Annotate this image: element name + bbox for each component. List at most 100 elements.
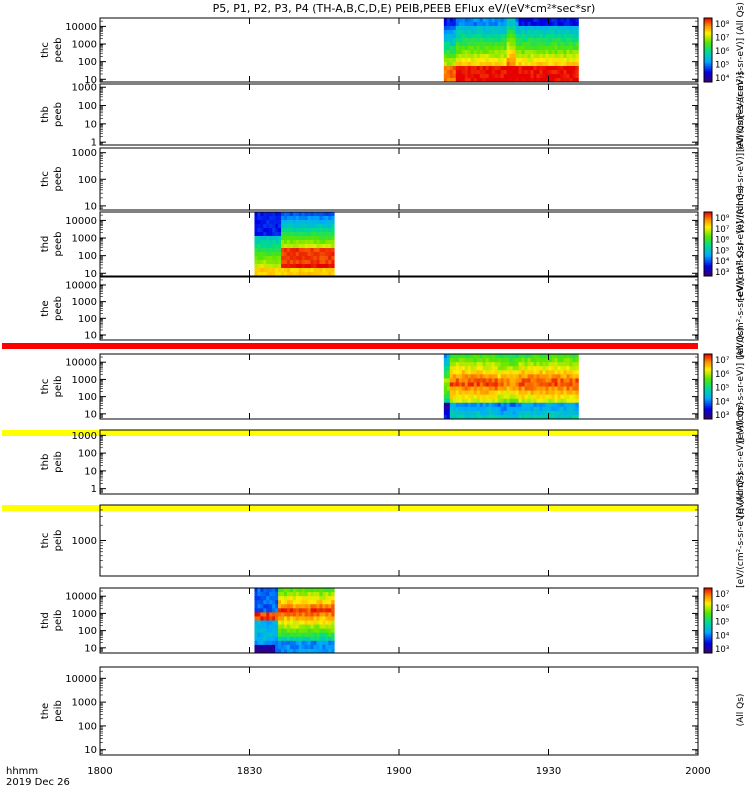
spectrogram-cell — [298, 236, 303, 241]
spectrogram-cell — [506, 414, 511, 420]
spectrogram-cell — [301, 604, 306, 609]
spectrogram-cell — [479, 46, 484, 51]
spectrogram-cell — [322, 260, 326, 265]
spectrogram-cell — [446, 370, 451, 375]
spectrogram-cell — [452, 362, 457, 367]
spectrogram-cell — [254, 620, 258, 625]
spectrogram-cell — [328, 592, 332, 597]
spectrogram-cell — [497, 386, 502, 391]
spectrogram-cell — [530, 22, 534, 27]
colorbar-unit-label: [eV/(cm²-s-sr-eV)] (All Qs) — [736, 242, 746, 358]
spectrogram-cell — [566, 34, 570, 39]
spectrogram-cell — [536, 414, 540, 420]
spectrogram-cell — [479, 374, 484, 379]
spectrogram-cell — [470, 414, 475, 420]
spectrogram-cell — [563, 22, 567, 27]
spectrogram-cell — [307, 596, 311, 601]
spectrogram-cell — [503, 54, 508, 59]
spectrogram-cell — [275, 620, 279, 625]
spectrogram-cell — [557, 78, 561, 83]
spectrogram-cell — [512, 354, 517, 359]
spectrogram-cell — [266, 232, 270, 237]
band-5 — [2, 343, 698, 349]
spectrogram-cell — [485, 414, 490, 420]
spectrogram-cell — [521, 354, 525, 359]
spectrogram-cell — [307, 244, 311, 249]
spectrogram-cell — [512, 26, 517, 31]
spectrogram-cell — [503, 66, 508, 71]
spectrogram-cell — [319, 592, 323, 597]
spectrogram-cell — [527, 362, 531, 367]
spectrogram-cell — [452, 414, 457, 420]
spectrogram-cell — [503, 34, 508, 39]
spectrogram-cell — [254, 628, 258, 634]
spectrogram-cell — [479, 26, 484, 31]
spectrogram-cell — [443, 54, 448, 59]
spectrogram-cell — [313, 232, 317, 237]
spectrogram-cell — [304, 264, 309, 269]
spectrogram-cell — [269, 624, 273, 630]
spectrogram-cell — [533, 42, 537, 47]
spectrogram-cell — [545, 38, 549, 43]
spectrogram-cell — [560, 38, 564, 43]
spectrogram-cell — [551, 406, 555, 412]
spectrogram-cell — [292, 636, 297, 642]
spectrogram-cell — [494, 74, 499, 79]
spectrogram-cell — [539, 386, 543, 391]
spectrogram-cell — [443, 26, 448, 31]
spectrogram-cell — [551, 58, 555, 63]
spectrogram-cell — [443, 18, 448, 23]
spectrogram-cell — [563, 54, 567, 59]
spectrogram-cell — [254, 632, 258, 638]
spectrogram-cell — [527, 26, 531, 31]
colorbar-cell — [704, 231, 712, 234]
spectrogram-cell — [467, 362, 472, 367]
spectrogram-cell — [310, 244, 314, 249]
spectrogram-cell — [319, 588, 323, 593]
spectrogram-cell — [557, 58, 561, 63]
spectrogram-cell — [494, 46, 499, 51]
spectrogram-cell — [301, 616, 306, 621]
spectrogram-cell — [325, 600, 329, 605]
spectrogram-cell — [551, 66, 555, 71]
spectrogram-cell — [301, 632, 306, 638]
band-7 — [2, 430, 698, 436]
spectrogram-cell — [569, 410, 573, 416]
spectrogram-cell — [266, 644, 270, 650]
spectrogram-cell — [476, 66, 481, 71]
spectrogram-cell — [527, 62, 531, 67]
spectrogram-cell — [530, 366, 534, 371]
colorbar-cell — [704, 651, 712, 654]
spectrogram-cell — [254, 212, 258, 217]
spectrogram-cell — [521, 358, 525, 363]
spectrogram-cell — [446, 374, 451, 379]
colorbar-cell — [704, 386, 712, 389]
spectrogram-cell — [503, 26, 508, 31]
spectrogram-cell — [446, 34, 451, 39]
spectrogram-cell — [569, 30, 573, 35]
spectrogram-cell — [566, 46, 570, 51]
spectrogram-cell — [518, 78, 522, 83]
spectrogram-cell — [272, 636, 276, 642]
spectrogram-cell — [500, 358, 505, 363]
spectrogram-cell — [278, 220, 282, 225]
spectrogram-cell — [506, 358, 511, 363]
spectrogram-cell — [488, 406, 493, 412]
spectrogram-cell — [260, 252, 264, 257]
spectrogram-cell — [452, 62, 457, 67]
spectrogram-cell — [488, 74, 493, 79]
spectrogram-cell — [533, 70, 537, 75]
spectrogram-cell — [470, 374, 475, 379]
spectrogram-cell — [310, 648, 314, 654]
spectrogram-cell — [263, 224, 267, 229]
spectrogram-cell — [476, 366, 481, 371]
spectrogram-cell — [325, 596, 329, 601]
spectrogram-cell — [479, 50, 484, 55]
spectrogram-cell — [301, 240, 306, 245]
spectrogram-cell — [485, 374, 490, 379]
spectrogram-cell — [266, 640, 270, 646]
spectrogram-cell — [295, 216, 300, 221]
spectrogram-cell — [515, 38, 519, 43]
spectrogram-cell — [548, 30, 552, 35]
